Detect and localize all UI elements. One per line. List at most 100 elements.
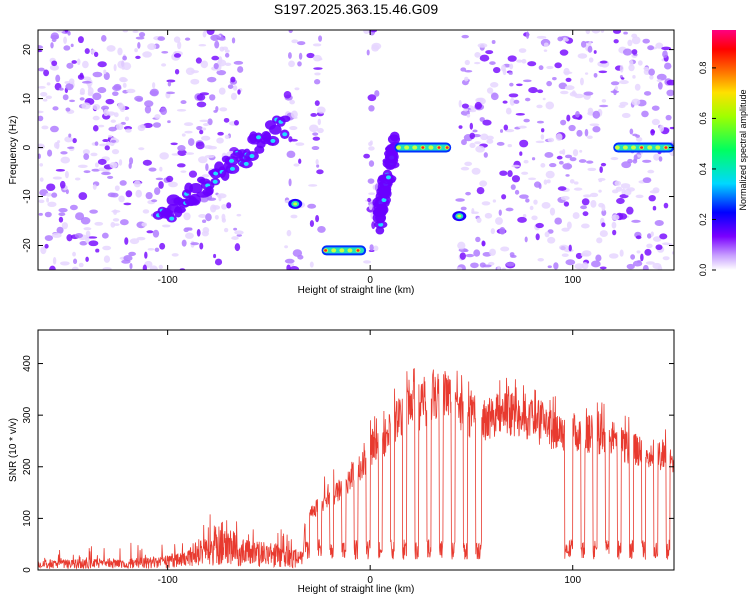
noise-blob [51,60,58,67]
noise-blob [471,167,481,175]
noise-blob [226,202,232,209]
chirp-core [381,198,387,203]
noise-blob [651,118,660,126]
noise-blob [101,232,109,239]
noise-blob [559,49,569,56]
noise-blob [201,174,210,178]
noise-blob [477,43,488,48]
noise-blob [210,34,221,41]
noise-blob [370,30,377,33]
noise-blob [554,217,562,225]
noise-blob [525,31,530,39]
noise-blob [117,47,123,56]
noise-blob [92,92,102,101]
noise-blob [598,70,608,74]
noise-blob [79,97,85,101]
noise-blob [669,126,674,130]
noise-blob [552,76,557,81]
noise-blob [185,232,194,239]
noise-blob [147,43,157,50]
noise-blob [456,267,463,270]
colorbar-tick-label: 0.6 [698,112,708,125]
noise-blob [204,154,215,159]
noise-blob [47,201,57,208]
noise-blob [509,82,514,87]
spectrogram-x-label: Height of straight line (km) [298,285,415,296]
noise-blob [363,260,372,264]
noise-blob [157,36,166,41]
noise-blob [655,42,664,49]
noise-blob [78,192,88,201]
figure-title: S197.2025.363.15.46.G09 [274,1,438,17]
spectrogram-y-tick-label: -10 [22,189,33,204]
noise-blob [142,51,152,58]
noise-blob [508,71,513,75]
tone-peak-red [640,146,644,149]
noise-blob [575,252,583,260]
noise-blob [298,158,302,164]
noise-blob [642,177,652,184]
noise-blob [61,222,68,230]
noise-blob [463,249,469,253]
noise-blob [591,30,601,34]
noise-blob [50,32,59,40]
noise-blob [572,212,580,220]
noise-blob [656,73,667,81]
noise-blob [63,36,67,44]
noise-blob [648,68,655,76]
noise-blob [76,58,81,66]
noise-blob [631,219,641,223]
noise-blob [161,63,167,67]
noise-blob [213,62,219,70]
noise-blob [547,137,555,143]
noise-blob [180,170,187,173]
noise-blob [621,77,625,80]
noise-blob [521,58,527,64]
noise-blob [641,110,649,118]
colorbar-gradient [712,30,736,270]
noise-blob [117,60,126,69]
noise-blob [615,186,623,192]
noise-blob [460,206,467,211]
noise-blob [217,131,224,136]
noise-blob [295,142,305,146]
snr-x-label: Height of straight line (km) [298,584,415,595]
noise-blob [202,31,207,38]
noise-blob [565,174,570,177]
noise-blob [516,59,523,63]
noise-blob [135,36,145,40]
chirp-core [169,216,175,221]
noise-blob [309,220,315,227]
spectrogram-x-tick-label: 100 [564,275,581,286]
noise-blob [601,222,606,228]
noise-blob [367,197,372,203]
colorbar-label: Normalized spectral amplitude [738,89,748,210]
noise-blob [588,41,592,46]
noise-blob [221,204,228,210]
noise-blob [468,109,477,113]
noise-blob [560,119,567,126]
noise-blob [74,177,81,181]
noise-blob [167,81,172,87]
noise-blob [599,166,603,173]
noise-blob [632,75,636,79]
noise-blob [221,46,229,51]
noise-blob [632,158,638,164]
noise-blob [97,158,107,165]
chirp-blob [389,131,400,142]
noise-blob [154,187,161,195]
noise-blob [237,89,241,95]
noise-blob [122,55,127,61]
noise-blob [122,30,129,33]
noise-blob [294,87,300,91]
snr-y-tick-label: 400 [22,355,33,372]
noise-blob [650,130,656,134]
noise-blob [629,128,634,135]
noise-blob [636,250,641,254]
noise-blob [464,76,469,82]
noise-blob [92,71,103,78]
noise-blob [135,55,141,60]
noise-blob [474,141,481,145]
noise-blob [43,69,50,77]
noise-blob [44,235,54,241]
